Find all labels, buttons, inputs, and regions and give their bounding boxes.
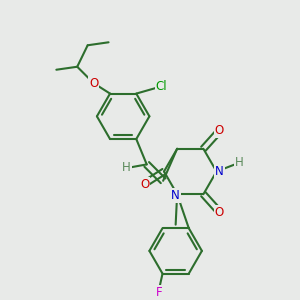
Text: N: N	[171, 189, 180, 202]
Text: H: H	[235, 156, 244, 169]
Text: H: H	[122, 161, 131, 174]
Text: Cl: Cl	[156, 80, 167, 93]
Text: O: O	[214, 206, 224, 219]
Text: O: O	[214, 124, 224, 137]
Text: N: N	[215, 165, 224, 178]
Text: O: O	[140, 178, 149, 191]
Text: O: O	[89, 77, 98, 90]
Text: F: F	[156, 286, 163, 298]
